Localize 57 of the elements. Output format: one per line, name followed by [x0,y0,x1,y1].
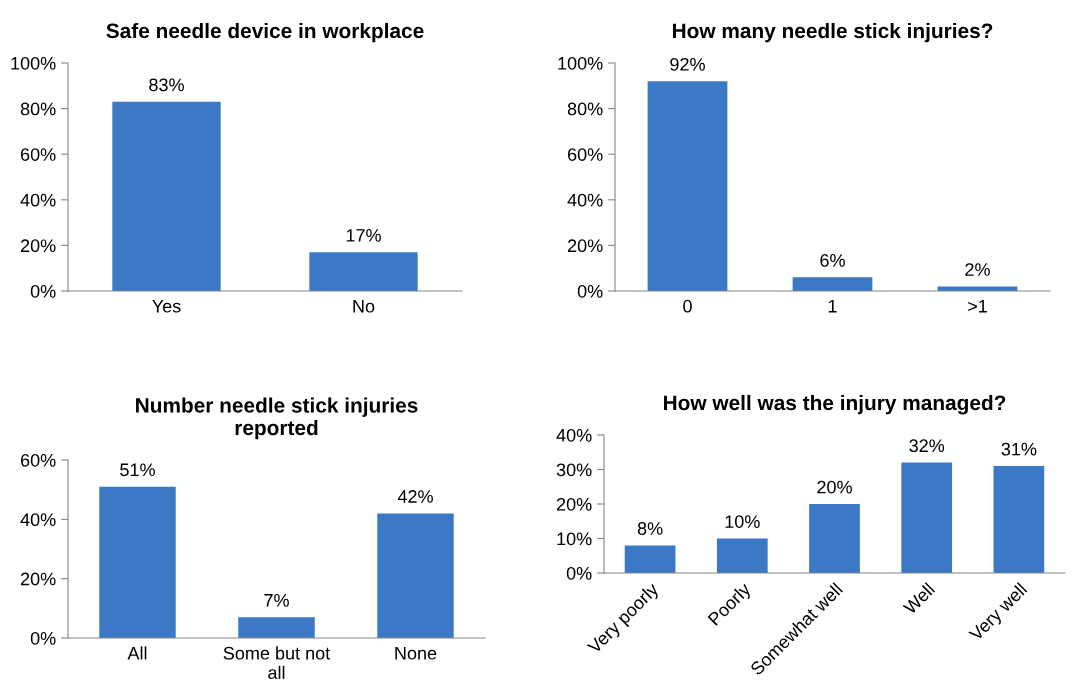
data-label: 42% [397,490,433,503]
bar [647,81,728,291]
y-tick-label: 20% [567,239,603,253]
x-tick-label: All [127,646,147,660]
y-tick-label: 0% [30,284,56,298]
y-tick-label: 40% [567,193,603,207]
y-tick-label: 30% [556,463,592,477]
data-label: 10% [725,515,760,528]
y-tick-label: 100% [11,56,56,70]
data-label: 92% [670,57,705,71]
x-tick-label: Very well [967,582,1030,645]
data-label: 2% [965,263,990,276]
y-tick-label: 20% [556,497,592,511]
bar [377,513,454,638]
y-tick-label: 60% [567,148,603,161]
y-tick-label: 40% [556,428,592,442]
chart-title: Number needle stick injuries reported [136,397,418,440]
bar [792,277,873,291]
y-tick-label: 80% [567,102,603,116]
y-tick-label: 40% [20,513,56,527]
bar [901,462,953,573]
bar [809,504,860,573]
y-tick-label: 40% [20,193,56,207]
bar [716,538,768,573]
y-tick-label: 0% [566,566,592,580]
data-label: 7% [264,594,289,607]
x-tick-label: None [395,647,437,660]
x-tick-label: Some but not all [223,646,331,680]
x-tick-label: >1 [968,300,987,313]
x-tick-label: 1 [828,300,837,313]
y-tick-label: 0% [30,631,56,645]
data-label: 20% [817,480,852,494]
x-tick-label: No [353,300,375,313]
y-tick-label: 80% [20,102,56,116]
data-label: 31% [1001,442,1037,456]
bar [993,466,1045,573]
y-tick-label: 100% [558,56,603,70]
chart-title: How well was the injury managed? [663,394,1006,415]
data-label: 17% [346,229,381,242]
data-label: 83% [149,78,184,92]
bar [624,545,676,573]
chart-title: How many needle stick injuries? [672,22,993,43]
data-label: 6% [820,254,845,267]
x-tick-label: 0 [683,299,692,313]
chart-title: Safe needle device in workplace [106,22,424,43]
y-tick-label: 20% [20,572,56,586]
data-label: 51% [120,463,155,477]
y-tick-label: 0% [577,284,603,298]
y-tick-label: 20% [20,239,56,253]
bar [238,617,315,638]
bar [99,486,176,638]
y-tick-label: 60% [20,148,56,161]
x-tick-label: Yes [152,300,181,313]
data-label: 8% [637,522,663,535]
data-label: 32% [909,439,945,453]
y-tick-label: 60% [20,453,56,467]
y-tick-label: 10% [557,532,592,546]
